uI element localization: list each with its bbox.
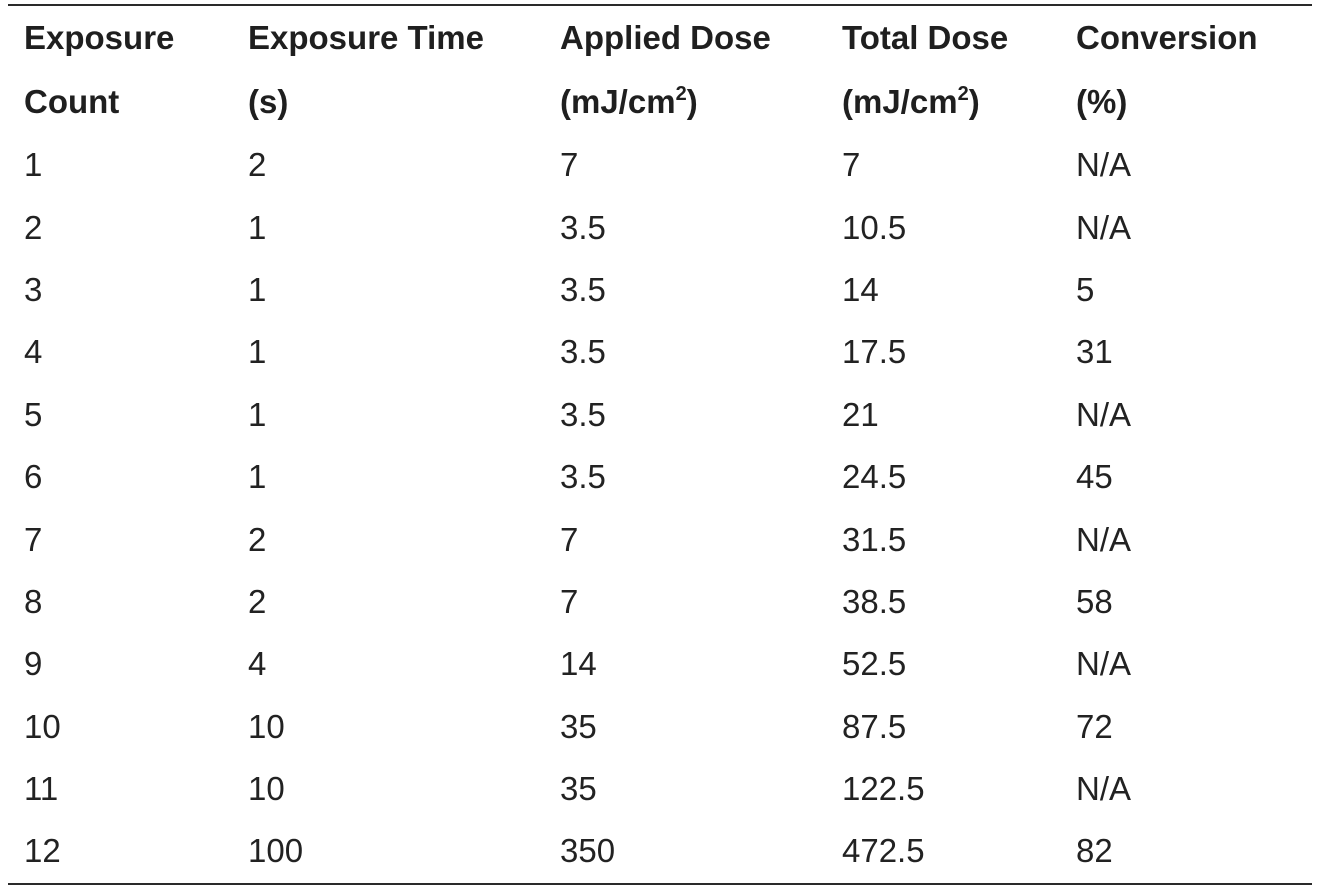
cell-total-dose: 21 (842, 395, 879, 433)
cell-total-dose: 87.5 (842, 707, 907, 745)
header-conversion: Conversion (1076, 19, 1258, 56)
cell-conversion: 45 (1076, 458, 1113, 496)
table-row: 9 4 14 52.5 N/A (8, 633, 1312, 695)
exposure-dose-table: Exposure Exposure Time Applied Dose Tota… (8, 4, 1312, 885)
cell-applied-dose: 3.5 (560, 208, 606, 246)
cell-applied-dose: 7 (560, 146, 579, 184)
cell-exposure-count: 4 (24, 333, 43, 371)
table-row: 10 10 35 87.5 72 (8, 696, 1312, 758)
table-row: 7 2 7 31.5 N/A (8, 508, 1312, 570)
header-total-dose-unit: (mJ/cm2) (842, 83, 980, 120)
cell-exposure-time: 1 (248, 395, 267, 433)
cell-exposure-count: 9 (24, 645, 43, 683)
cell-applied-dose: 35 (560, 707, 597, 745)
table-row: 8 2 7 38.5 58 (8, 571, 1312, 633)
cell-exposure-time: 1 (248, 333, 267, 371)
cell-exposure-time: 10 (248, 707, 285, 745)
cell-exposure-count: 2 (24, 208, 43, 246)
table-header: Exposure Exposure Time Applied Dose Tota… (8, 5, 1312, 134)
cell-conversion: N/A (1076, 645, 1132, 683)
cell-exposure-count: 6 (24, 458, 43, 496)
cell-exposure-time: 2 (248, 520, 267, 558)
cell-exposure-count: 12 (24, 832, 61, 870)
exposure-table-container: Exposure Exposure Time Applied Dose Tota… (8, 4, 1312, 885)
cell-applied-dose: 3.5 (560, 458, 606, 496)
header-exposure-time: Exposure Time (248, 19, 484, 56)
header-row-1: Exposure Exposure Time Applied Dose Tota… (8, 5, 1312, 70)
table-row: 1 2 7 7 N/A (8, 134, 1312, 196)
cell-applied-dose: 3.5 (560, 333, 606, 371)
cell-conversion: 82 (1076, 832, 1113, 870)
cell-conversion: N/A (1076, 520, 1132, 558)
header-row-2: Count (s) (mJ/cm2) (mJ/cm2) (%) (8, 70, 1312, 134)
cell-total-dose: 122.5 (842, 770, 925, 808)
table-row: 12 100 350 472.5 82 (8, 820, 1312, 883)
cell-total-dose: 52.5 (842, 645, 907, 683)
cell-total-dose: 38.5 (842, 582, 907, 620)
cell-applied-dose: 35 (560, 770, 597, 808)
cell-total-dose: 24.5 (842, 458, 907, 496)
cell-exposure-count: 11 (24, 770, 59, 808)
cell-total-dose: 472.5 (842, 832, 925, 870)
cell-exposure-time: 2 (248, 146, 267, 184)
cell-exposure-count: 7 (24, 520, 43, 558)
cell-exposure-time: 100 (248, 832, 304, 870)
cell-conversion: N/A (1076, 208, 1132, 246)
cell-exposure-count: 1 (24, 146, 43, 184)
cell-total-dose: 17.5 (842, 333, 907, 371)
cell-total-dose: 31.5 (842, 520, 907, 558)
cell-applied-dose: 350 (560, 832, 616, 870)
cell-applied-dose: 7 (560, 582, 579, 620)
table-row: 4 1 3.5 17.5 31 (8, 321, 1312, 383)
table-row: 6 1 3.5 24.5 45 (8, 446, 1312, 508)
table-row: 11 10 35 122.5 N/A (8, 758, 1312, 820)
cell-exposure-count: 8 (24, 582, 43, 620)
cell-applied-dose: 14 (560, 645, 597, 683)
header-exposure-count: Exposure (24, 19, 175, 56)
cell-total-dose: 10.5 (842, 208, 907, 246)
cell-total-dose: 14 (842, 270, 879, 308)
cell-exposure-time: 1 (248, 458, 267, 496)
cell-exposure-time: 4 (248, 645, 267, 683)
header-conversion-unit: (%) (1076, 83, 1128, 120)
table-body: 1 2 7 7 N/A 2 1 3.5 10.5 N/A 3 1 3.5 14 5 4 1 3.5 17.5 31 5 1… (8, 134, 1312, 884)
cell-applied-dose: 7 (560, 520, 579, 558)
cell-conversion: 5 (1076, 270, 1095, 308)
cell-exposure-time: 1 (248, 270, 267, 308)
header-applied-dose-unit: (mJ/cm2) (560, 83, 698, 120)
cell-conversion: 58 (1076, 582, 1113, 620)
table-row: 2 1 3.5 10.5 N/A (8, 196, 1312, 258)
cell-conversion: N/A (1076, 146, 1132, 184)
header-applied-dose: Applied Dose (560, 19, 771, 56)
header-total-dose: Total Dose (842, 19, 1009, 56)
table-row: 5 1 3.5 21 N/A (8, 384, 1312, 446)
header-exposure-count-line2: Count (24, 83, 120, 120)
cell-exposure-time: 2 (248, 582, 267, 620)
table-row: 3 1 3.5 14 5 (8, 259, 1312, 321)
cell-conversion: 72 (1076, 707, 1113, 745)
cell-conversion: N/A (1076, 395, 1132, 433)
cell-conversion: N/A (1076, 770, 1132, 808)
cell-total-dose: 7 (842, 146, 861, 184)
cell-applied-dose: 3.5 (560, 270, 606, 308)
cell-applied-dose: 3.5 (560, 395, 606, 433)
cell-exposure-time: 1 (248, 208, 267, 246)
header-exposure-time-unit: (s) (248, 83, 289, 120)
cell-exposure-count: 3 (24, 270, 43, 308)
cell-exposure-time: 10 (248, 770, 285, 808)
cell-conversion: 31 (1076, 333, 1113, 371)
cell-exposure-count: 10 (24, 707, 61, 745)
cell-exposure-count: 5 (24, 395, 43, 433)
